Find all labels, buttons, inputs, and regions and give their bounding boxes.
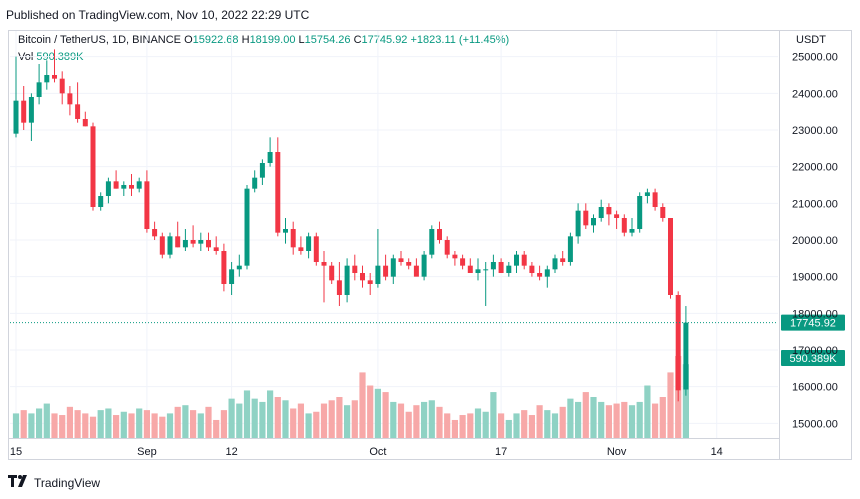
high-value: 18199.00: [249, 34, 296, 46]
chart-frame: [8, 30, 852, 460]
change-value: +1823.11 (+11.45%): [410, 34, 510, 46]
close-value: 17745.92: [361, 34, 408, 46]
time-axis-divider: [8, 438, 779, 439]
currency-label: USDT: [796, 34, 826, 46]
tradingview-logo-icon: [8, 475, 30, 490]
low-label: L: [298, 34, 305, 46]
volume-legend: Vol 590.389K: [18, 51, 83, 63]
high-label: H: [241, 34, 250, 46]
close-label: C: [353, 34, 362, 46]
symbol-name: Bitcoin / TetherUS, 1D, BINANCE: [18, 34, 182, 46]
footer-brand-text: TradingView: [34, 475, 101, 490]
low-value: 15754.26: [304, 34, 351, 46]
symbol-legend: Bitcoin / TetherUS, 1D, BINANCE O15922.6…: [18, 34, 509, 46]
vol-value: 590.389K: [36, 51, 84, 63]
footer-brand: TradingView: [8, 475, 100, 490]
price-axis-divider: [779, 30, 780, 460]
published-caption: Published on TradingView.com, Nov 10, 20…: [6, 8, 310, 22]
open-value: 15922.68: [192, 34, 239, 46]
open-label: O: [184, 34, 193, 46]
vol-label: Vol: [18, 51, 34, 63]
